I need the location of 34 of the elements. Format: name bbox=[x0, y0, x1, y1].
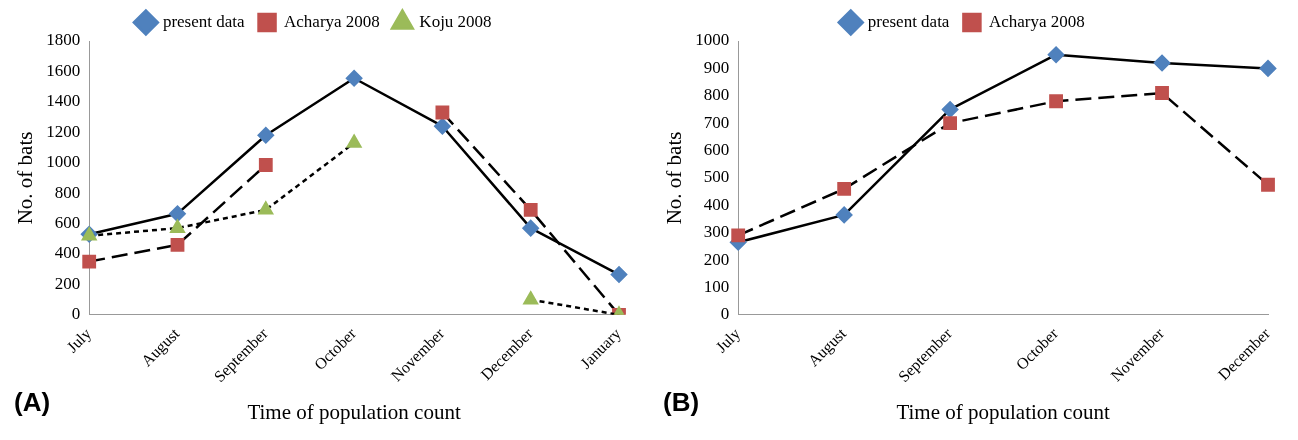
y-tick-label: 600 bbox=[54, 213, 81, 233]
y-tick-label: 1000 bbox=[46, 152, 81, 172]
y-axis-title: No. of bats bbox=[13, 131, 38, 225]
legend-label: Koju 2008 bbox=[419, 11, 492, 31]
y-tick-label: 200 bbox=[54, 273, 81, 293]
y-tick-label: 1800 bbox=[46, 30, 81, 50]
y-axis-title: No. of bats bbox=[662, 131, 687, 225]
x-tick-label: July bbox=[63, 324, 95, 357]
y-tick-label: 400 bbox=[54, 243, 81, 263]
y-tick-label: 400 bbox=[703, 194, 730, 214]
legend-label: Acharya 2008 bbox=[988, 11, 1085, 31]
y-tick-label: 1400 bbox=[46, 91, 81, 111]
y-tick-label: 200 bbox=[703, 249, 730, 269]
text: (B) bbox=[663, 387, 700, 418]
x-tick-label: July bbox=[712, 324, 744, 357]
y-tick-label: 300 bbox=[703, 222, 730, 242]
y-tick-label: 500 bbox=[703, 167, 730, 187]
y-tick-label: 1000 bbox=[695, 30, 730, 50]
y-tick-label: 700 bbox=[703, 112, 730, 132]
y-tick-label: 1600 bbox=[46, 60, 81, 80]
y-tick-label: 800 bbox=[703, 85, 730, 105]
legend-label: Acharya 2008 bbox=[284, 11, 380, 31]
y-tick-label: 0 bbox=[720, 304, 730, 324]
y-tick-label: 800 bbox=[54, 182, 81, 202]
legend-label: present data bbox=[162, 11, 245, 31]
y-tick-label: 600 bbox=[703, 140, 730, 160]
y-tick-label: 100 bbox=[703, 276, 730, 296]
x-axis-title: Time of population count bbox=[896, 399, 1110, 424]
legend-label: present data bbox=[867, 11, 950, 31]
x-axis-title: Time of population count bbox=[247, 399, 461, 424]
y-tick-label: 1200 bbox=[46, 121, 81, 141]
y-tick-label: 900 bbox=[703, 57, 730, 77]
text: (A) bbox=[14, 387, 51, 418]
y-tick-label: 0 bbox=[71, 304, 81, 324]
